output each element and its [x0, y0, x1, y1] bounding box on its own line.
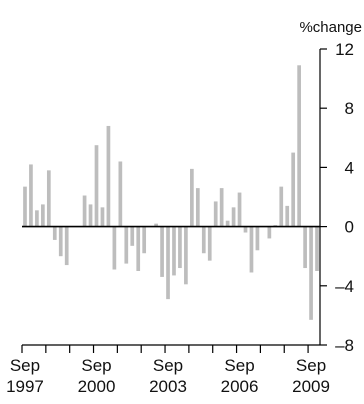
x-ticks-group: Sep 1997 Sep 2000 Sep 2003 Sep 2006 Sep 2009 [6, 345, 330, 396]
bar-25 [172, 226, 176, 276]
y-axis-label: %change [299, 19, 362, 36]
bar-14 [106, 125, 111, 227]
bar-31 [207, 226, 212, 261]
bar-30 [201, 226, 206, 254]
bar-28 [190, 168, 194, 227]
bar-1 [29, 164, 33, 227]
x-tick-label-month-0: Sep [10, 356, 40, 375]
bar-23 [160, 226, 164, 277]
bar-12 [94, 145, 99, 227]
x-tick-label-year-1: 2000 [78, 377, 116, 396]
bar-15 [112, 226, 117, 270]
bar-41 [267, 226, 272, 239]
bar-10 [82, 195, 87, 227]
bar-37 [243, 226, 248, 233]
x-tick-label-month-3: Sep [224, 356, 254, 375]
bar-38 [249, 226, 254, 273]
bar-48 [309, 226, 313, 320]
bar-33 [219, 188, 224, 227]
y-ticks-group: 12 8 4 0 –4 –8 [320, 40, 354, 355]
x-tick-label-month-4: Sep [296, 356, 326, 375]
bar-39 [255, 226, 260, 251]
bar-5 [52, 226, 57, 240]
bar-36 [237, 192, 242, 227]
bar-2 [35, 210, 39, 227]
y-tick-label-5: –8 [335, 336, 354, 355]
bar-24 [166, 226, 170, 300]
bar-29 [195, 188, 200, 227]
bar-34 [225, 220, 230, 227]
bar-32 [213, 201, 218, 227]
x-tick-label-year-2: 2003 [149, 377, 187, 396]
bar-22 [154, 223, 158, 227]
x-tick-label-month-1: Sep [81, 356, 111, 375]
bar-7 [64, 226, 69, 266]
bar-4 [46, 170, 51, 227]
bar-0 [23, 186, 27, 227]
x-tick-label-year-4: 2009 [292, 377, 330, 396]
y-tick-label-1: 8 [345, 99, 354, 118]
bar-27 [184, 226, 188, 285]
bar-16 [118, 161, 123, 227]
y-tick-label-0: 12 [335, 40, 354, 59]
bar-18 [130, 226, 135, 246]
bar-47 [303, 226, 307, 269]
x-tick-label-month-2: Sep [153, 356, 183, 375]
x-tick-label-year-3: 2006 [221, 377, 259, 396]
y-tick-label-3: 0 [345, 218, 354, 237]
bar-6 [58, 226, 63, 257]
bar-43 [279, 186, 284, 227]
bar-17 [124, 226, 129, 264]
bar-44 [285, 205, 290, 227]
bar-11 [88, 204, 93, 227]
bar-3 [41, 204, 45, 227]
bar-13 [100, 207, 105, 227]
bar-45 [291, 152, 296, 227]
x-tick-label-year-0: 1997 [6, 377, 44, 396]
bar-20 [142, 226, 147, 254]
bar-49 [315, 226, 319, 271]
bar-26 [178, 226, 182, 269]
bar-19 [136, 226, 141, 271]
y-tick-label-4: –4 [335, 277, 354, 296]
y-tick-label-2: 4 [345, 158, 354, 177]
bars-group [23, 65, 319, 320]
bar-35 [231, 207, 236, 227]
bar-46 [297, 65, 301, 227]
